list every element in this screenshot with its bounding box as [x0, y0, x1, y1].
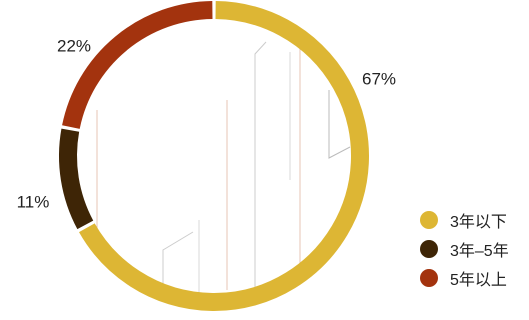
legend: 3年以下 3年–5年 5年以上 [420, 205, 509, 292]
slice-group [59, 1, 369, 311]
legend-swatch-icon [420, 268, 438, 287]
legend-label: 3年–5年 [450, 242, 509, 260]
donut-slice [59, 128, 94, 230]
legend-swatch-icon [420, 239, 438, 258]
slice-percent-label: 67% [362, 69, 396, 88]
background-lines [96, 41, 351, 300]
slice-label-group: 67% 11% 22% [17, 36, 396, 211]
slice-percent-label: 11% [17, 192, 50, 211]
slice-percent-label: 22% [57, 36, 91, 55]
legend-swatch-icon [420, 210, 438, 229]
legend-label: 3年以下 [450, 213, 507, 231]
legend-item: 3年以下 [420, 205, 509, 234]
legend-label: 5年以上 [450, 271, 507, 289]
donut-slice [62, 1, 213, 129]
legend-item: 5年以上 [420, 263, 509, 292]
legend-item: 3年–5年 [420, 234, 509, 263]
donut-slice [79, 1, 369, 311]
